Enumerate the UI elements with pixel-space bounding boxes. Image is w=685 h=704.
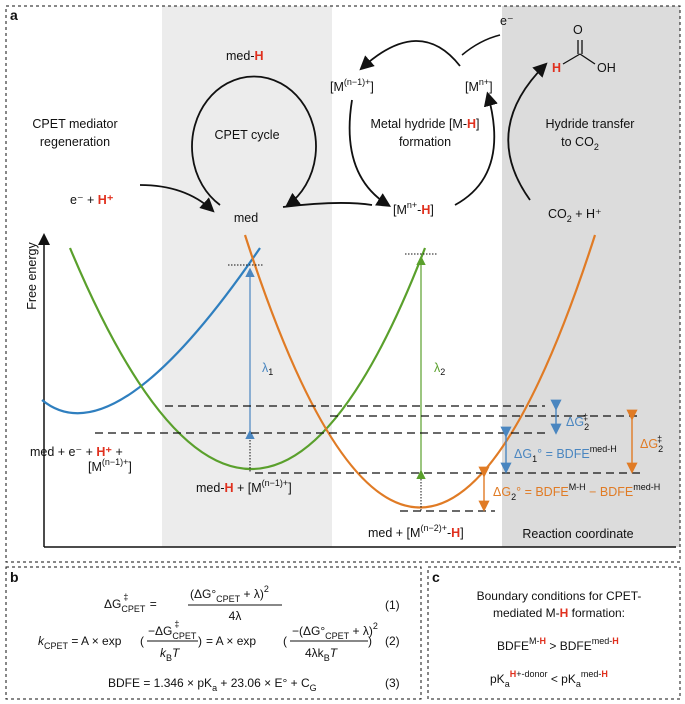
panel-a-frame — [5, 5, 681, 563]
svg-text:−(ΔG°CPET + λ)2: −(ΔG°CPET + λ)2 — [292, 621, 378, 641]
reduction-arrow — [359, 40, 461, 71]
x-axis-label: Reaction coordinate — [522, 527, 633, 541]
svg-text:): ) — [368, 634, 372, 648]
co2-plus-h: CO2 + H⁺ — [548, 207, 602, 224]
hydride-transfer-arrow — [454, 91, 498, 206]
svg-text:kBT: kBT — [160, 646, 181, 663]
svg-text:4λ: 4λ — [229, 609, 242, 623]
svg-text:−ΔGCPET‡: −ΔGCPET‡ — [148, 619, 197, 641]
svg-text:(3): (3) — [385, 676, 400, 690]
boundary-title-line1: Boundary conditions for CPET- — [477, 589, 642, 603]
svg-text:(: ( — [283, 634, 287, 648]
protonation-arrow — [348, 99, 392, 207]
equation-3: BDFE = 1.346 × pKa + 23.06 × E° + CG (3) — [108, 676, 400, 693]
dG2-ddag-blue-label: ΔG2‡ — [566, 412, 589, 432]
panel-b-frame — [5, 566, 422, 700]
shade-cpet-region — [162, 6, 332, 547]
dG2-label: ΔG2° = BDFEM-H − BDFEmed-H — [493, 482, 660, 502]
state2-label: med-H + [M(n−1)+] — [196, 478, 292, 495]
m-n-minus-1: [M(n−1)+] — [330, 77, 374, 94]
blue-parabola — [41, 247, 261, 415]
state1-line2: [M(n−1)+] — [88, 457, 132, 474]
cpet-cycle-arrow — [191, 75, 317, 208]
panel-a-label: a — [10, 7, 18, 23]
m-n: [Mn+] — [465, 77, 493, 94]
state3-label: med + [M(n−2)+-H] — [368, 523, 464, 540]
svg-text:ΔGCPET‡ =: ΔGCPET‡ = — [104, 592, 157, 614]
orange-parabola — [243, 234, 597, 509]
svg-text:BDFE = 1.346 × pKa + 23.06 × E: BDFE = 1.346 × pKa + 23.06 × E° + CG — [108, 676, 317, 693]
svg-text:H: H — [552, 61, 561, 75]
lambda1-label: λ1 — [262, 361, 273, 377]
hydride-transfer-line2: to CO2 — [561, 135, 599, 152]
regen-input-arrow — [139, 184, 215, 213]
med-h-top: med-H — [226, 49, 264, 63]
co2-to-formate-arrow — [507, 62, 548, 201]
y-axis-label: Free energy — [25, 242, 39, 310]
metal-hydride-line1: Metal hydride [M-H] — [370, 117, 479, 131]
state1-line1: med + e⁻ + H⁺ + — [30, 445, 123, 459]
med-h-transfer-arrow — [282, 202, 373, 208]
dG1-label: ΔG1° = BDFEmed-H — [514, 444, 617, 464]
electron-input-line — [461, 34, 501, 56]
svg-text:(2): (2) — [385, 634, 400, 648]
boundary-condition-2: pKaH+-donor < pKamed-H — [490, 669, 608, 689]
svg-text:kCPET = A × exp: kCPET = A × exp — [38, 634, 122, 651]
electron-top: e⁻ — [500, 14, 514, 28]
svg-text:OH: OH — [597, 61, 616, 75]
svg-text:= A × exp: = A × exp — [206, 634, 256, 648]
svg-text:(: ( — [140, 634, 144, 648]
green-parabola — [68, 247, 427, 471]
shade-hydride-region — [502, 6, 680, 547]
electron-proton-label: e⁻ + H⁺ — [70, 193, 114, 207]
svg-text:): ) — [198, 634, 202, 648]
lambda2-label: λ2 — [434, 361, 445, 377]
formic-acid-structure: O H OH — [552, 23, 616, 75]
svg-text:(1): (1) — [385, 598, 400, 612]
m-n-h: [Mn+-H] — [393, 200, 434, 217]
equation-1: ΔGCPET‡ = (ΔG°CPET + λ)2 4λ (1) — [104, 584, 400, 623]
dG2-ddag-orange-label: ΔG2‡ — [640, 434, 663, 454]
panel-b-label: b — [10, 569, 19, 585]
mediator-regen-line2: regeneration — [40, 135, 110, 149]
cpet-cycle-label: CPET cycle — [214, 128, 279, 142]
svg-text:(ΔG°CPET + λ)2: (ΔG°CPET + λ)2 — [190, 584, 269, 604]
hydride-transfer-line1: Hydride transfer — [546, 117, 635, 131]
equation-2: kCPET = A × exp ( −ΔGCPET‡ kBT ) = A × e… — [38, 619, 400, 663]
boundary-condition-1: BDFEM-H > BDFEmed-H — [497, 636, 619, 653]
panel-c-frame — [427, 566, 681, 700]
med-bottom: med — [234, 211, 258, 225]
metal-hydride-line2: formation — [399, 135, 451, 149]
boundary-title-line2: mediated M-H formation: — [493, 606, 625, 620]
panel-c-label: c — [432, 569, 440, 585]
mediator-regen-line1: CPET mediator — [32, 117, 117, 131]
svg-text:O: O — [573, 23, 583, 37]
svg-text:4λkBT: 4λkBT — [305, 646, 339, 663]
